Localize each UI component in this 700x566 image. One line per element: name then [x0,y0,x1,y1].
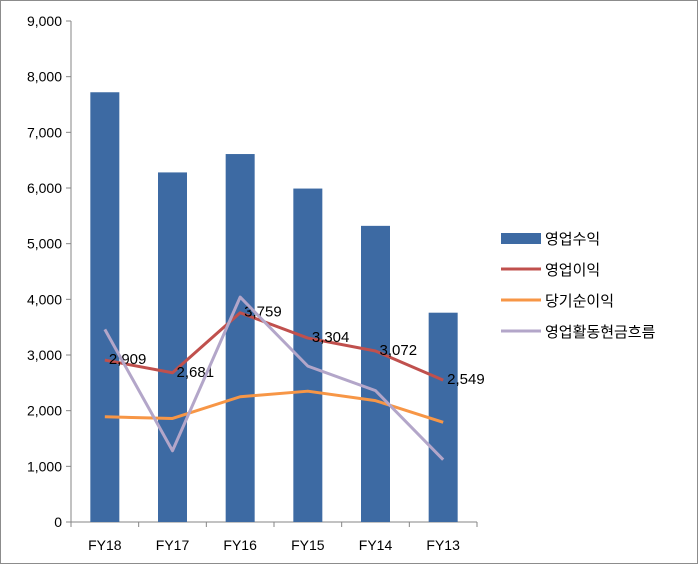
bar [158,172,187,522]
y-tick-label: 4,000 [27,291,62,307]
y-tick-label: 8,000 [27,69,62,85]
series-line [103,295,445,461]
legend-swatch [501,233,541,244]
data-label: 3,072 [380,342,418,359]
bar [361,225,390,522]
legend-label: 영업이익 [545,261,600,279]
legend-label: 당기순이익 [545,292,614,310]
y-tick-label: 2,000 [27,403,62,419]
y-tick-label: 0 [54,514,62,530]
y-tick-label: 7,000 [27,124,62,140]
series-line [104,311,444,382]
data-label: 3,304 [312,329,350,346]
data-label: 3,759 [244,304,282,321]
x-tick-label: FY16 [223,537,257,553]
x-tick-label: FY13 [426,537,460,553]
bar [225,154,255,522]
data-label: 2,909 [109,351,147,368]
y-tick-label: 6,000 [27,180,62,196]
legend-label: 영업수익 [545,230,600,248]
x-tick-label: FY14 [359,537,393,553]
x-tick-label: FY17 [156,537,190,553]
bar [90,92,120,523]
legend-label: 영업활동현금흐름 [545,323,656,341]
bar [428,312,458,522]
data-label: 2,549 [447,371,485,388]
y-tick-label: 3,000 [27,347,62,363]
x-tick-label: FY15 [291,537,325,553]
y-tick-label: 9,000 [27,13,62,29]
x-tick-label: FY18 [88,537,122,553]
y-tick-label: 5,000 [27,236,62,252]
y-tick-label: 1,000 [27,458,62,474]
